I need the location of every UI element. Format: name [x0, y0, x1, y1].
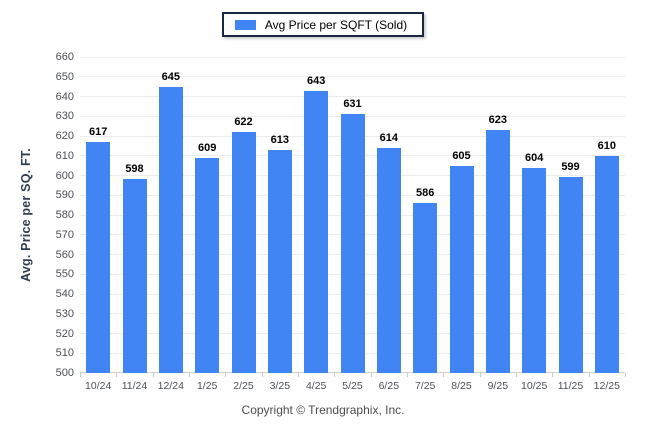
y-tick-label: 570	[55, 228, 74, 241]
plot-area: 617 598 645 609 622 613 643 631 614 586 605 623 604 5…	[80, 56, 625, 373]
axis-tick	[516, 373, 517, 377]
y-tick-label: 520	[55, 327, 74, 340]
x-tick-label: 11/25	[557, 380, 584, 392]
x-tick-label: 2/25	[233, 380, 254, 392]
bar-value-label: 598	[125, 163, 144, 176]
y-tick-label: 580	[55, 209, 74, 221]
bar	[376, 147, 401, 373]
x-tick-label: 9/25	[487, 380, 509, 392]
y-tick-label: 500	[55, 367, 74, 379]
y-tick-label: 510	[55, 347, 74, 360]
y-tick-label: 560	[55, 248, 74, 261]
axis-tick	[298, 373, 299, 377]
bar-value-label: 643	[306, 74, 326, 87]
x-tick-label: 8/25	[451, 380, 472, 392]
y-tick-label: 590	[55, 189, 74, 202]
axis-tick	[116, 373, 118, 377]
bar	[158, 86, 183, 373]
x-tick-label: 1/25	[196, 380, 218, 392]
bar	[522, 167, 547, 373]
y-axis-labels: 500 510 520 530 540 550 560 570 580 590 600 610 620 6…	[0, 0, 74, 434]
axis-tick	[588, 373, 590, 377]
bar-value-label: 610	[597, 139, 616, 152]
axis-tick	[552, 373, 554, 377]
gridline	[80, 96, 625, 97]
legend-label: Avg Price per SQFT (Sold)	[264, 17, 408, 32]
bar	[122, 179, 147, 373]
bar-value-label: 622	[234, 116, 253, 129]
axis-tick	[625, 373, 626, 377]
x-tick-label: 11/24	[121, 380, 148, 392]
bar	[594, 155, 619, 373]
axis-tick	[152, 373, 154, 377]
bar-value-label: 613	[270, 133, 289, 146]
gridline	[80, 76, 625, 78]
axis-tick	[479, 373, 481, 377]
x-axis-labels: 10/24 11/24 12/24 1/25 2/25 3/25 4/25 5/25 6/25 7…	[80, 380, 625, 394]
gridline	[80, 56, 625, 58]
y-tick-label: 550	[55, 268, 74, 281]
axis-tick	[189, 373, 190, 377]
axis-tick	[334, 373, 336, 377]
axis-tick	[407, 373, 408, 377]
x-tick-label: 10/24	[85, 380, 112, 392]
y-tick-label: 660	[55, 51, 74, 63]
bar-value-label: 617	[88, 125, 108, 138]
axis-tick	[370, 373, 372, 377]
bar	[86, 141, 111, 373]
x-tick-label: 6/25	[378, 380, 400, 392]
axis-tick	[225, 373, 227, 377]
bar-value-label: 604	[524, 151, 544, 164]
bar	[413, 203, 438, 373]
bar	[267, 149, 292, 373]
y-tick-label: 630	[55, 110, 74, 123]
y-tick-label: 530	[55, 307, 74, 320]
bar-value-label: 586	[415, 187, 435, 200]
bar-value-label: 599	[561, 161, 580, 174]
x-tick-label: 10/25	[521, 380, 548, 392]
bar	[304, 90, 329, 373]
bar-value-label: 631	[343, 98, 362, 111]
bar	[558, 177, 583, 373]
y-tick-label: 640	[55, 90, 74, 103]
x-tick-label: 7/25	[414, 380, 436, 392]
bar-value-label: 605	[452, 149, 471, 162]
copyright-text: Copyright © Trendgraphix, Inc.	[241, 403, 405, 417]
x-tick-label: 12/25	[593, 380, 620, 392]
y-tick-label: 610	[55, 149, 74, 162]
legend-swatch	[234, 19, 256, 30]
axis-tick	[261, 373, 263, 377]
bar	[340, 114, 365, 373]
axis-tick	[443, 373, 445, 377]
bar-value-label: 609	[197, 141, 217, 154]
bar-value-label: 614	[379, 131, 398, 144]
x-tick-label: 4/25	[305, 380, 327, 392]
axis-tick	[80, 373, 81, 377]
bar-value-label: 623	[488, 114, 507, 127]
y-tick-label: 600	[55, 169, 74, 182]
bar-value-label: 645	[161, 70, 180, 83]
x-tick-label: 3/25	[269, 380, 291, 392]
x-tick-label: 12/24	[157, 380, 184, 392]
y-tick-label: 540	[55, 288, 74, 300]
y-tick-label: 650	[55, 70, 74, 83]
bar	[231, 132, 256, 373]
x-tick-label: 5/25	[342, 380, 363, 392]
bar	[449, 165, 474, 373]
legend: Avg Price per SQFT (Sold)	[221, 12, 425, 37]
bar	[195, 157, 220, 373]
bar	[485, 130, 510, 373]
legend-row: Avg Price per SQFT (Sold)	[0, 12, 646, 37]
y-tick-label: 620	[55, 130, 74, 142]
